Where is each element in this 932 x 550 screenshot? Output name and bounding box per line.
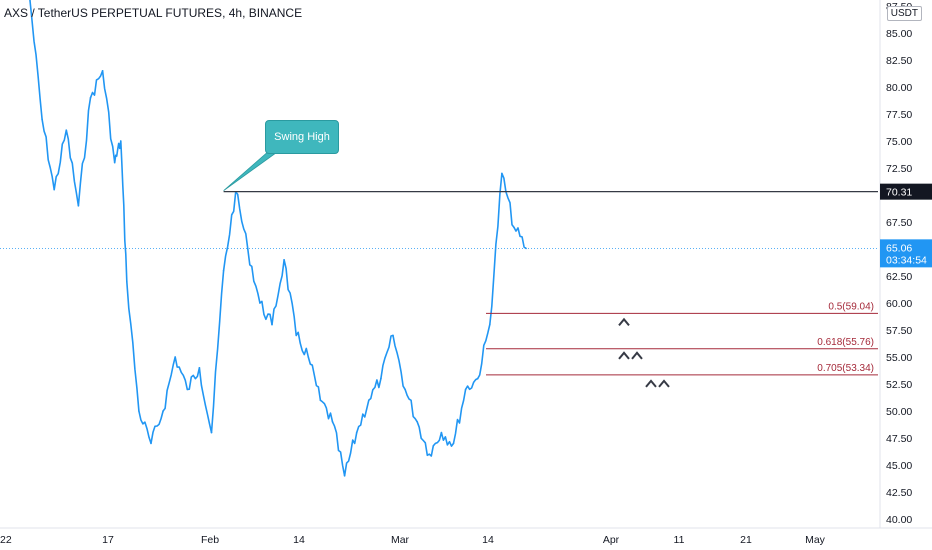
price-tick-label: 62.50 — [886, 271, 912, 283]
fib-level-label: 0.5(59.04) — [828, 301, 874, 312]
time-tick-label: 14 — [482, 534, 494, 546]
price-point — [392, 334, 394, 337]
price-tick-label: 75.00 — [886, 136, 912, 148]
time-tick-label: Feb — [201, 534, 219, 546]
price-point — [428, 453, 431, 456]
price-point — [368, 399, 370, 402]
price-tick-label: 47.50 — [886, 433, 912, 445]
price-point — [295, 334, 298, 337]
price-point — [247, 248, 249, 250]
price-point — [307, 356, 310, 358]
price-tick-label: 82.50 — [886, 55, 912, 67]
price-tick-label: 85.00 — [886, 28, 912, 40]
last-price-tag — [880, 239, 932, 268]
price-point — [113, 161, 116, 164]
price-tick-label: 67.50 — [886, 217, 912, 229]
price-point — [355, 431, 358, 434]
price-point — [319, 399, 322, 402]
fib-level-label: 0.705(53.34) — [817, 363, 874, 374]
time-tick-label: 11 — [674, 534, 685, 546]
price-point — [186, 388, 189, 391]
price-point — [440, 431, 443, 434]
price-point — [343, 475, 346, 477]
price-tick-label: 72.50 — [886, 163, 912, 175]
price-tick-label: 52.50 — [886, 379, 912, 391]
price-point — [77, 205, 80, 207]
price-tick-label: 40.00 — [886, 514, 912, 526]
price-point — [210, 431, 213, 434]
price-point — [271, 323, 273, 326]
series-layer — [29, 0, 527, 477]
chart-title: AXS / TetherUS PERPETUAL FUTURES, 4h, BI… — [4, 6, 303, 20]
chevron-up-icon — [645, 379, 657, 388]
price-point — [53, 188, 55, 191]
time-tick-label: 14 — [293, 534, 305, 546]
time-tick-label: May — [805, 534, 826, 546]
price-tick-label: 45.00 — [886, 460, 912, 472]
swing-high-callout[interactable]: Swing High — [265, 120, 339, 154]
price-point — [513, 226, 515, 229]
price-tick-label: 42.50 — [886, 487, 912, 499]
price-point — [29, 0, 31, 2]
price-point — [198, 367, 201, 369]
price-point — [65, 129, 68, 131]
price-point — [452, 442, 455, 445]
callout-pointer — [223, 149, 282, 191]
price-point — [501, 172, 503, 175]
price-point — [89, 97, 92, 99]
time-tick-label: Mar — [391, 534, 410, 546]
price-tick-label: 77.50 — [886, 109, 912, 121]
chevron-up-icon — [618, 317, 630, 327]
price-series-line — [29, 0, 527, 477]
price-point — [404, 388, 406, 391]
countdown-label: 03:34:54 — [886, 254, 927, 266]
price-point — [416, 421, 419, 423]
price-point — [120, 140, 122, 142]
price-tick-label: 57.50 — [886, 325, 912, 337]
price-point — [283, 259, 285, 261]
swing-price-label: 70.31 — [886, 187, 912, 199]
price-point — [126, 280, 128, 283]
chevron-up-icon — [631, 351, 643, 360]
price-point — [380, 377, 382, 380]
last-price-label: 65.06 — [886, 242, 912, 254]
price-point — [138, 410, 140, 412]
price-point — [489, 323, 491, 326]
price-point — [174, 356, 176, 358]
price-point — [259, 302, 261, 304]
swing-price-tag — [880, 183, 932, 200]
currency-badge[interactable]: USDT — [886, 6, 922, 21]
chevron-up-icon — [618, 351, 630, 360]
fib-level-label: 0.618(55.76) — [817, 337, 874, 348]
price-point — [162, 410, 164, 412]
time-tick-label: Apr — [603, 534, 620, 546]
time-tick-label: 17 — [102, 534, 114, 546]
price-point — [222, 269, 225, 272]
time-tick-label: 21 — [740, 534, 752, 546]
price-point — [476, 377, 479, 380]
price-point — [101, 70, 104, 72]
price-tick-label: 55.00 — [886, 352, 912, 364]
price-point — [464, 388, 467, 391]
time-tick-label: 22 — [0, 534, 12, 546]
price-point — [41, 118, 43, 121]
price-tick-label: 80.00 — [886, 82, 912, 94]
price-tick-label: 50.00 — [886, 406, 912, 418]
overlay-layer: 0.5(59.04) 0.618(55.76) 0.705(53.34) — [0, 149, 878, 388]
price-point — [331, 421, 334, 423]
price-tick-label: 60.00 — [886, 298, 912, 310]
chevron-up-icon — [658, 379, 670, 388]
price-point — [150, 442, 152, 445]
